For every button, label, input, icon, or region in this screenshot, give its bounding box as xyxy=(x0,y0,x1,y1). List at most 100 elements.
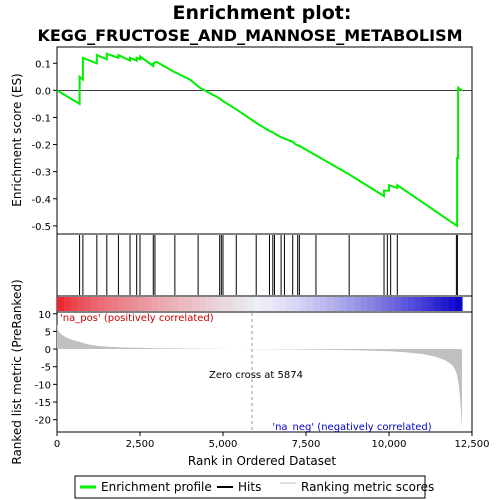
metric-ytick-label: -15 xyxy=(35,398,51,409)
color-bar-segment xyxy=(144,297,153,311)
color-bar-segment xyxy=(90,297,99,311)
metric-xlabel: Rank in Ordered Dataset xyxy=(188,454,336,468)
color-bar-segment xyxy=(239,297,247,311)
color-bar-segment xyxy=(151,297,159,311)
color-bar-segment xyxy=(185,297,193,311)
es-ytick-label: 0.0 xyxy=(35,86,51,97)
es-ytick-label: -0.2 xyxy=(31,141,51,152)
metric-panel-frame xyxy=(56,311,473,433)
color-bar-segment xyxy=(354,297,362,311)
color-bar-segment xyxy=(252,297,261,311)
metric-xtick-label: 10,000 xyxy=(372,439,407,450)
plot-title-line1: Enrichment plot: xyxy=(173,2,352,24)
color-bar-segment xyxy=(340,297,348,311)
color-bar-segment xyxy=(97,297,105,311)
metric-ylabel: Ranked list metric (PreRanked) xyxy=(10,279,24,464)
color-bar-segment xyxy=(394,297,402,311)
color-bar-segment xyxy=(401,297,409,311)
color-bar-segment xyxy=(347,297,355,311)
hits-panel-frame xyxy=(56,233,473,297)
color-bar-segment xyxy=(414,297,423,311)
es-ytick-label: -0.1 xyxy=(31,113,51,124)
color-bar-segment xyxy=(259,297,267,311)
color-bar-segment xyxy=(387,297,396,311)
metric-ytick-label: 5 xyxy=(45,327,51,338)
color-bar-segment xyxy=(327,297,335,311)
color-bar-segment xyxy=(111,297,119,311)
legend-item-metric: Ranking metric scores xyxy=(301,480,434,494)
metric-xtick-label: 0 xyxy=(54,439,60,450)
color-bar-segment xyxy=(124,297,132,311)
color-bar-segment xyxy=(57,297,65,311)
metric-ytick-label: -5 xyxy=(41,363,51,374)
color-bar-segment xyxy=(246,297,254,311)
legend: Enrichment profile Hits Ranking metric s… xyxy=(74,475,434,499)
metric-xtick-label: 12,500 xyxy=(455,439,490,450)
color-bar-segment xyxy=(333,297,342,311)
zero-cross-label: Zero cross at 5874 xyxy=(209,370,303,381)
color-bar-segment xyxy=(70,297,78,311)
positive-correlation-label: 'na_pos' (positively correlated) xyxy=(60,313,214,324)
es-panel: 0.1 0.0 -0.1 -0.2 -0.3 -0.4 -0.5 Enrichment sc… xyxy=(10,46,473,235)
es-ytick-label: -0.4 xyxy=(31,195,51,206)
color-bar-segment xyxy=(421,297,429,311)
color-bar-segment xyxy=(448,297,456,311)
color-bar-segment xyxy=(104,297,112,311)
color-bar-segment xyxy=(320,297,328,311)
legend-frame xyxy=(74,475,426,499)
color-bar-segment xyxy=(313,297,321,311)
color-bar-segment xyxy=(279,297,288,311)
color-bar-segment xyxy=(455,297,463,311)
color-bar-segment xyxy=(219,297,227,311)
es-ytick-label: -0.5 xyxy=(31,222,51,233)
legend-item-profile: Enrichment profile xyxy=(101,480,212,494)
color-bar-segment xyxy=(212,297,220,311)
color-bar-segment xyxy=(178,297,186,311)
metric-xtick-label: 7,500 xyxy=(292,439,321,450)
es-ytick-label: 0.1 xyxy=(35,59,51,70)
metric-xtick-label: 5,000 xyxy=(209,439,238,450)
es-ytick-label: -0.3 xyxy=(31,168,51,179)
metric-ytick-label: -20 xyxy=(35,416,51,427)
color-bar-segment xyxy=(77,297,85,311)
color-bar-segment xyxy=(428,297,436,311)
color-bar-segment xyxy=(441,297,450,311)
color-bar-segment xyxy=(205,297,213,311)
ranking-metric-area xyxy=(57,324,463,429)
color-bar-segment xyxy=(286,297,294,311)
legend-item-hits: Hits xyxy=(238,480,261,494)
metric-panel: 10 5 0 -5 -10 -15 -20 0 2,500 5,000 7,500 10,000 12… xyxy=(10,279,490,468)
color-bar-segment xyxy=(192,297,200,311)
plot-title-line2: KEGG_FRUCTOSE_AND_MANNOSE_METABOLISM xyxy=(37,26,462,45)
es-panel-frame xyxy=(56,46,473,235)
metric-ytick-label: -10 xyxy=(35,380,51,391)
color-bar-segment xyxy=(225,297,234,311)
color-bar-segment xyxy=(408,297,416,311)
color-bar-segment xyxy=(171,297,180,311)
color-bar-segment xyxy=(84,297,92,311)
enrichment-profile-line xyxy=(56,52,463,228)
color-bar-segment xyxy=(300,297,308,311)
color-bar-segment xyxy=(131,297,139,311)
negative-correlation-label: 'na_neg' (negatively correlated) xyxy=(272,422,431,433)
color-bar-segment xyxy=(306,297,315,311)
color-bar-segment xyxy=(232,297,240,311)
color-bar-segment xyxy=(273,297,281,311)
color-bar-segment xyxy=(158,297,166,311)
color-bar-segment xyxy=(138,297,146,311)
color-bar-segment xyxy=(374,297,382,311)
color-bar-segment xyxy=(63,297,72,311)
color-bar-segment xyxy=(360,297,369,311)
color-bar-segment xyxy=(293,297,301,311)
color-bar-segment xyxy=(165,297,173,311)
color-bar-segment xyxy=(381,297,389,311)
metric-ytick-label: 10 xyxy=(38,310,51,321)
metric-ytick-label: 0 xyxy=(45,345,51,356)
es-ylabel: Enrichment score (ES) xyxy=(10,73,24,206)
rank-color-bar xyxy=(56,295,473,313)
color-bar-segment xyxy=(435,297,443,311)
metric-xtick-label: 2,500 xyxy=(126,439,155,450)
color-bar-segment xyxy=(367,297,375,311)
color-bar-segment xyxy=(266,297,274,311)
